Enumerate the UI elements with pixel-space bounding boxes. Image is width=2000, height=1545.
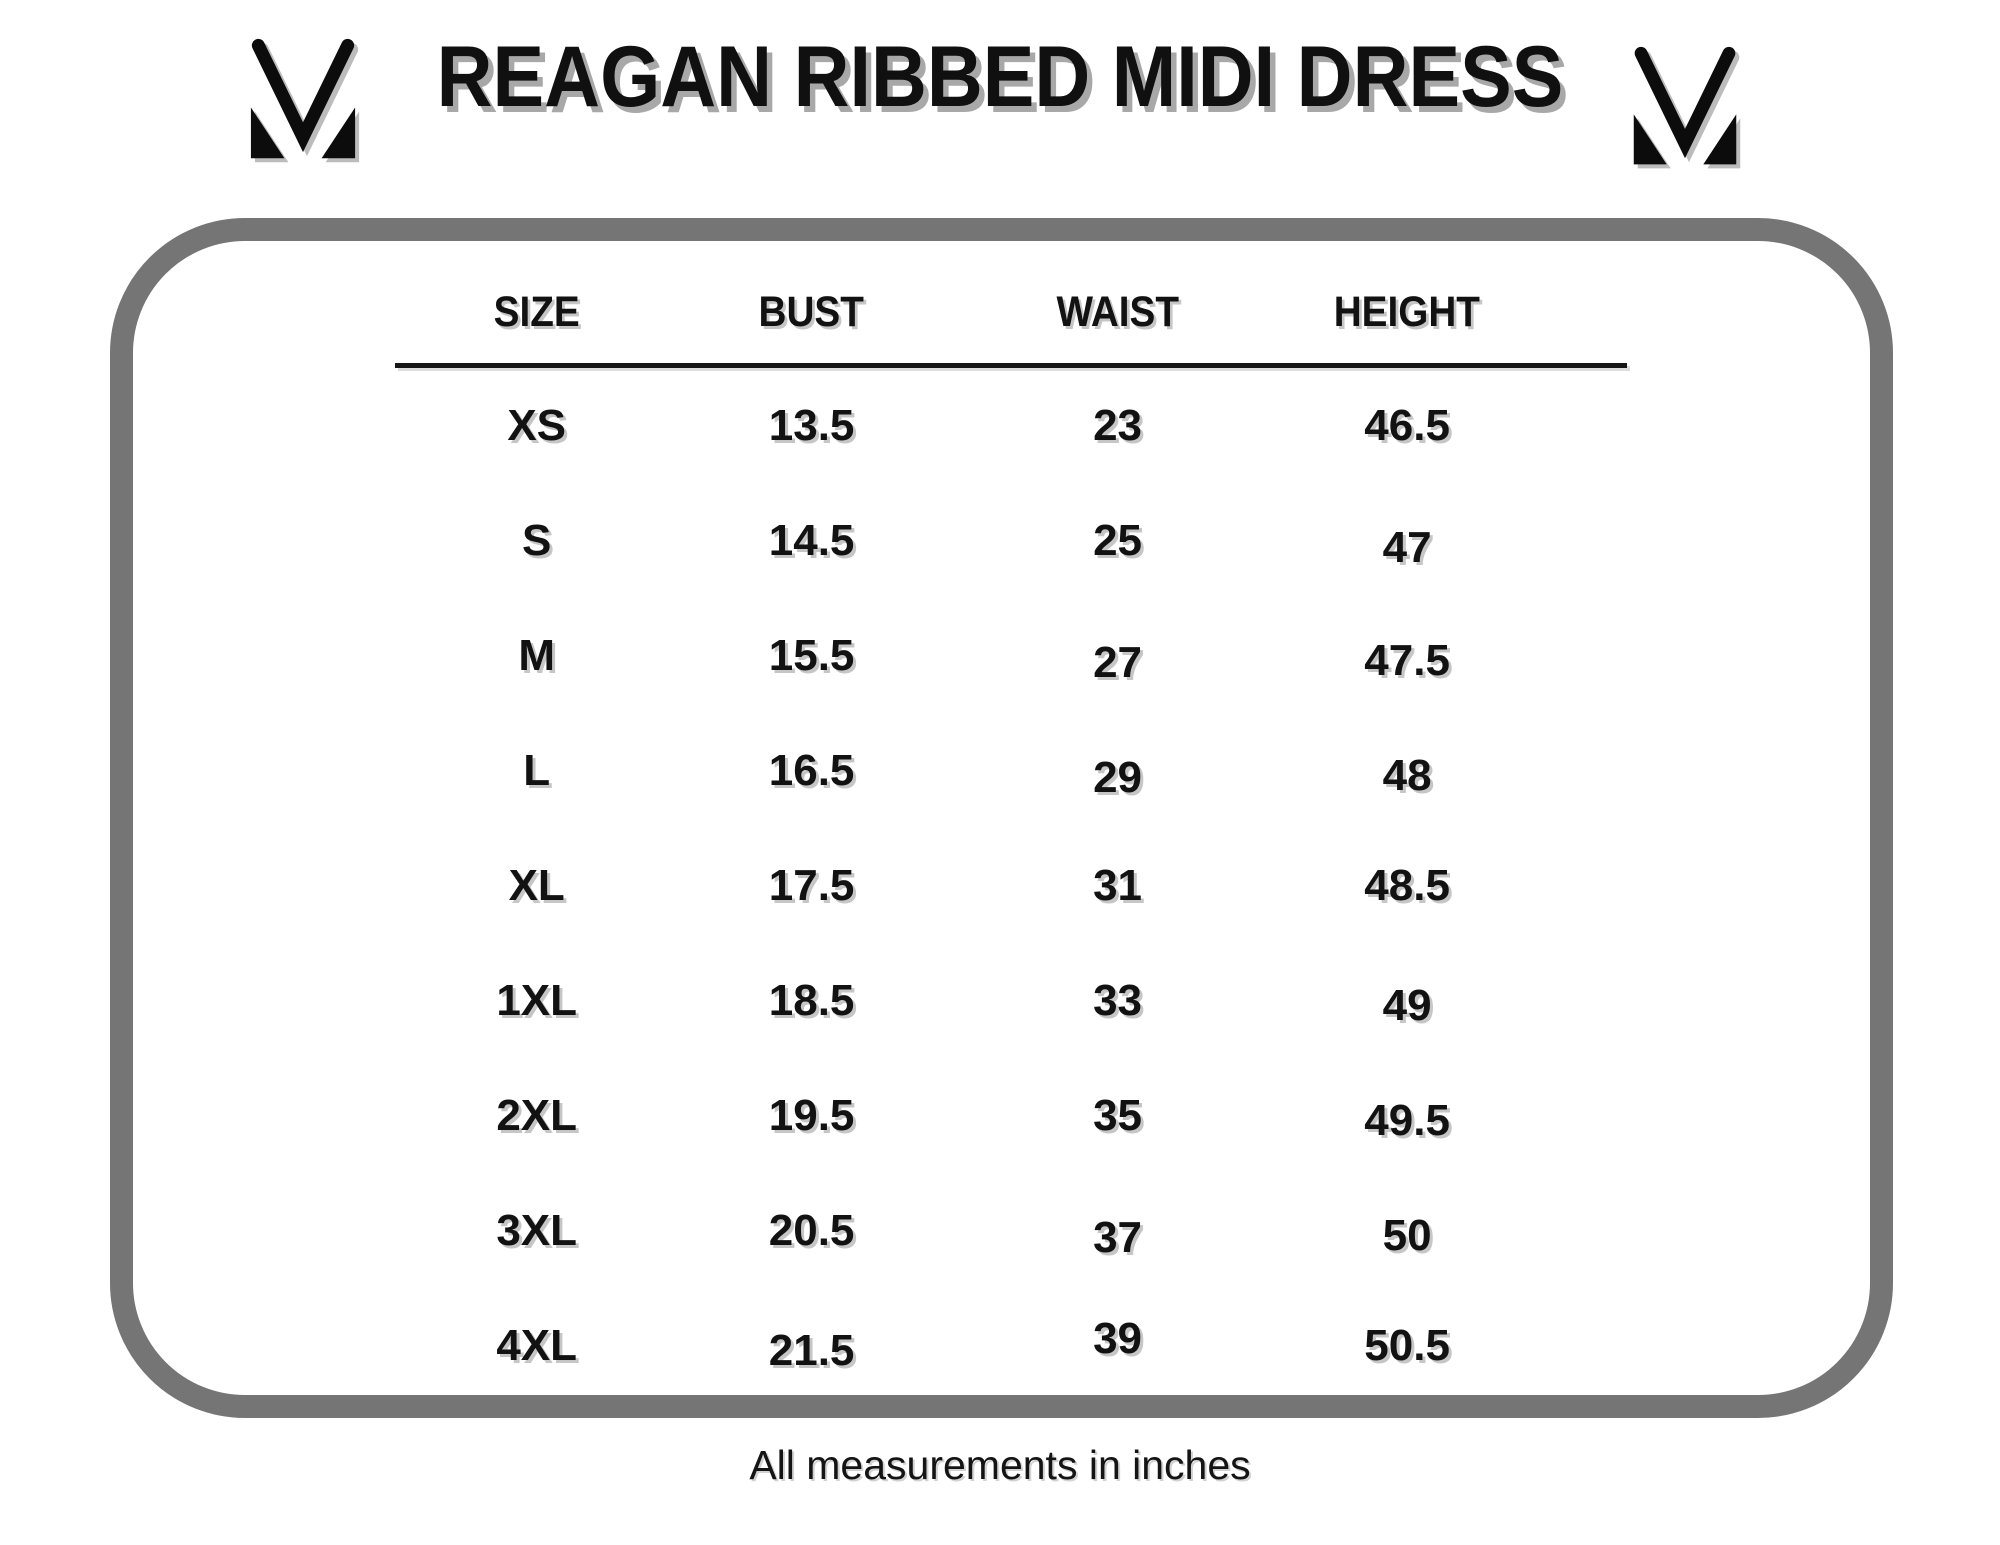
cell-size: 1XL bbox=[496, 975, 578, 1025]
cell-bust: 14.5 bbox=[768, 515, 855, 565]
cell-bust: 15.5 bbox=[768, 630, 855, 680]
cell-waist: 31 bbox=[1093, 860, 1143, 910]
cell-bust: 19.5 bbox=[768, 1090, 855, 1140]
table-row-4xl: 4XL 21.5 39 50.5 bbox=[395, 1288, 1524, 1403]
cell-waist: 25 bbox=[1093, 515, 1143, 565]
cell-height: 48.5 bbox=[1364, 860, 1450, 910]
table-body: XS 13.5 23 46.5 S 14.5 25 47 M 15.5 27 4… bbox=[395, 368, 1627, 1403]
header-divider bbox=[395, 363, 1627, 368]
cell-height: 49 bbox=[1382, 980, 1432, 1030]
cell-size: XL bbox=[508, 860, 565, 910]
table-header-row: SIZE BUST WAIST HEIGHT bbox=[395, 270, 1524, 355]
cell-waist: 37 bbox=[1093, 1212, 1143, 1262]
cell-height: 50.5 bbox=[1364, 1320, 1450, 1370]
cell-waist: 23 bbox=[1093, 400, 1143, 450]
cell-waist: 39 bbox=[1093, 1313, 1143, 1363]
cell-bust: 13.5 bbox=[768, 400, 855, 450]
table-row-1xl: 1XL 18.5 33 49 bbox=[395, 943, 1524, 1058]
cell-waist: 29 bbox=[1093, 752, 1143, 802]
measurement-note: All measurements in inches bbox=[749, 1442, 1251, 1488]
cell-size: 3XL bbox=[496, 1205, 578, 1255]
cell-waist: 27 bbox=[1093, 637, 1143, 687]
cell-bust: 17.5 bbox=[768, 860, 855, 910]
cell-size: XS bbox=[507, 400, 567, 450]
cell-bust: 21.5 bbox=[768, 1325, 855, 1375]
column-header-bust: BUST bbox=[758, 288, 865, 336]
cell-height: 46.5 bbox=[1364, 400, 1450, 450]
cell-bust: 20.5 bbox=[768, 1205, 855, 1255]
cell-bust: 16.5 bbox=[768, 745, 855, 795]
column-header-height: HEIGHT bbox=[1334, 288, 1481, 336]
cell-size: 2XL bbox=[496, 1090, 578, 1140]
page-title-text: REAGAN RIBBED MIDI DRESS bbox=[436, 29, 1564, 125]
mv-monogram-icon bbox=[250, 38, 356, 159]
cell-size: M bbox=[518, 630, 556, 680]
page-title: REAGAN RIBBED MIDI DRESS bbox=[374, 28, 1626, 127]
cell-waist: 35 bbox=[1093, 1090, 1143, 1140]
cell-height: 50 bbox=[1382, 1210, 1432, 1260]
table-row-xs: XS 13.5 23 46.5 bbox=[395, 368, 1524, 483]
cell-waist: 33 bbox=[1093, 975, 1143, 1025]
column-header-waist: WAIST bbox=[1056, 288, 1179, 336]
table-row-xl: XL 17.5 31 48.5 bbox=[395, 828, 1524, 943]
table-row-m: M 15.5 27 47.5 bbox=[395, 598, 1524, 713]
table-row-2xl: 2XL 19.5 35 49.5 bbox=[395, 1058, 1524, 1173]
table-row-3xl: 3XL 20.5 37 50 bbox=[395, 1173, 1524, 1288]
size-chart-frame bbox=[110, 218, 1893, 1418]
cell-height: 47.5 bbox=[1364, 635, 1450, 685]
cell-height: 49.5 bbox=[1364, 1095, 1450, 1145]
cell-bust: 18.5 bbox=[768, 975, 855, 1025]
table-row-s: S 14.5 25 47 bbox=[395, 483, 1524, 598]
cell-size: S bbox=[522, 515, 552, 565]
cell-height: 48 bbox=[1382, 750, 1432, 800]
cell-size: L bbox=[523, 745, 551, 795]
mv-monogram-icon bbox=[1633, 46, 1737, 165]
cell-height: 47 bbox=[1382, 522, 1432, 572]
table-row-l: L 16.5 29 48 bbox=[395, 713, 1524, 828]
column-header-size: SIZE bbox=[493, 288, 580, 336]
size-chart-table: SIZE BUST WAIST HEIGHT XS 13.5 23 46.5 S… bbox=[395, 270, 1627, 1403]
cell-size: 4XL bbox=[496, 1320, 578, 1370]
